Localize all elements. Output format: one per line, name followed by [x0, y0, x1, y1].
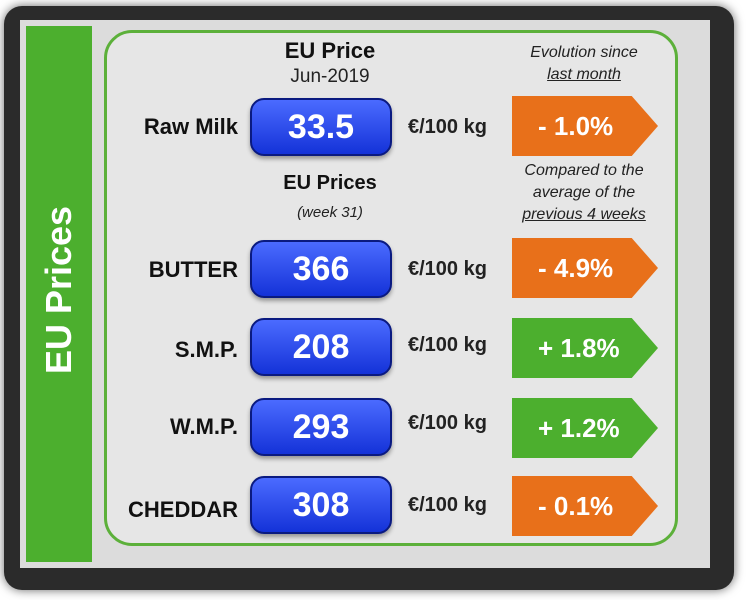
product-change-arrow: + 1.2%	[512, 398, 658, 458]
product-change-arrow: - 0.1%	[512, 476, 658, 536]
product-price-pill: 366	[250, 240, 392, 298]
raw-milk-change-arrow: - 1.0%	[512, 96, 658, 156]
week-label: (week 31)	[297, 204, 363, 221]
product-price: 308	[292, 485, 350, 524]
compare-note-line1: Compared to the	[524, 162, 644, 179]
product-price: 366	[292, 249, 350, 288]
eu-price-heading: EU Price	[284, 38, 376, 63]
compare-note-line2: average of the	[532, 184, 636, 201]
raw-milk-unit: €/100 kg	[408, 116, 487, 138]
raw-milk-label: Raw Milk	[143, 114, 238, 139]
product-unit: €/100 kg	[408, 412, 487, 434]
sidebar-title: EU Prices	[38, 205, 79, 375]
product-unit: €/100 kg	[408, 258, 487, 280]
product-change: + 1.8%	[538, 332, 620, 363]
product-label: BUTTER	[148, 257, 238, 282]
sidebar	[26, 26, 92, 562]
raw-milk-price-pill: 33.5	[250, 98, 392, 156]
product-unit: €/100 kg	[408, 334, 487, 356]
product-label: W.M.P.	[169, 414, 238, 439]
raw-milk-price: 33.5	[287, 107, 355, 146]
evolution-note-line1: Evolution since	[530, 44, 638, 61]
evolution-note-line2: last month	[547, 66, 621, 83]
product-price: 208	[292, 327, 350, 366]
product-change: - 4.9%	[538, 252, 614, 283]
product-change: - 0.1%	[538, 490, 614, 521]
product-label: CHEDDAR	[128, 497, 238, 522]
product-unit: €/100 kg	[408, 494, 487, 516]
product-price-pill: 293	[250, 398, 392, 456]
eu-prices-heading: EU Prices	[283, 172, 377, 194]
price-date: Jun-2019	[290, 66, 370, 87]
product-change-arrow: + 1.8%	[512, 318, 658, 378]
product-change-arrow: - 4.9%	[512, 238, 658, 298]
product-change: + 1.2%	[538, 412, 620, 443]
raw-milk-change: - 1.0%	[538, 110, 614, 141]
product-price-pill: 208	[250, 318, 392, 376]
product-label: S.M.P.	[174, 337, 238, 362]
product-price: 293	[292, 407, 350, 446]
compare-note-line3: previous 4 weeks	[522, 206, 646, 223]
product-price-pill: 308	[250, 476, 392, 534]
